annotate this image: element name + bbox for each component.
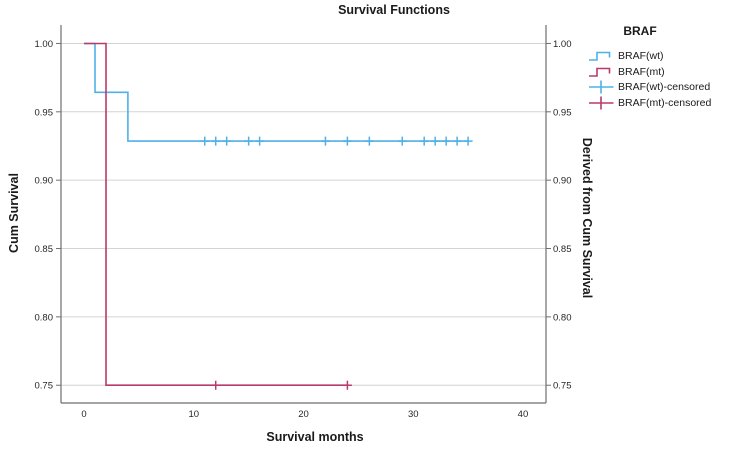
x-tick-label: 30 xyxy=(408,409,419,420)
censor-mark-braf-wt- xyxy=(222,136,232,146)
legend-title: BRAF xyxy=(623,24,657,38)
y-tick-label-right: 0.95 xyxy=(553,107,572,118)
legend-item-braf-mt-: BRAF(mt) xyxy=(588,64,733,80)
y-tick-label-right: 0.80 xyxy=(553,312,572,323)
y-tick-label-right: 0.85 xyxy=(553,244,572,255)
legend-symbol-path xyxy=(589,80,614,94)
censor-mark-braf-wt- xyxy=(441,136,451,146)
legend-label: BRAF(mt) xyxy=(618,65,665,78)
series-line-braf-wt- xyxy=(84,42,469,142)
y-tick-label-left: 0.90 xyxy=(35,176,54,187)
censor-mark-braf-wt- xyxy=(200,136,210,146)
y-tick-label-left: 0.80 xyxy=(35,312,54,323)
y-tick-label-right: 0.75 xyxy=(553,381,572,392)
y-tick-label-left: 1.00 xyxy=(35,39,54,50)
legend-label: BRAF(wt)-censored xyxy=(618,81,711,94)
censor-mark-braf-mt- xyxy=(342,380,352,390)
censor-mark-braf-wt- xyxy=(255,136,265,146)
step-line-icon xyxy=(589,51,611,61)
x-tick-label: 40 xyxy=(518,409,529,420)
censor-mark-braf-wt- xyxy=(452,136,462,146)
censor-mark-braf-wt- xyxy=(211,136,221,146)
censor-mark-braf-mt- xyxy=(211,380,221,390)
censor-mark-braf-wt- xyxy=(463,136,473,146)
y-tick-label-left: 0.75 xyxy=(35,381,54,392)
legend-item-braf-mt-censored: BRAF(mt)-censored xyxy=(588,95,733,111)
legend-symbol-path xyxy=(589,67,611,77)
legend-symbol-path xyxy=(589,96,614,110)
legend-label: BRAF(wt) xyxy=(618,49,664,62)
legend-item-braf-wt-: BRAF(wt) xyxy=(588,48,733,64)
step-line-icon xyxy=(589,67,611,77)
x-axis-title: Survival months xyxy=(266,430,364,444)
y-tick-label-left: 0.85 xyxy=(35,244,54,255)
censor-mark-braf-wt- xyxy=(342,136,352,146)
legend-label: BRAF(mt)-censored xyxy=(618,96,712,109)
x-tick-label: 20 xyxy=(298,409,309,420)
chart-title: Survival Functions xyxy=(338,3,450,17)
y-tick-label-right: 1.00 xyxy=(553,39,572,50)
x-tick-label: 0 xyxy=(81,409,86,420)
censor-mark-braf-wt- xyxy=(397,136,407,146)
censor-mark-braf-wt- xyxy=(419,136,429,146)
y-tick-label-left: 0.95 xyxy=(35,107,54,118)
series-line-braf-mt- xyxy=(84,42,348,386)
censored-plus-icon xyxy=(589,96,614,110)
censor-mark-braf-wt- xyxy=(430,136,440,146)
censor-mark-braf-wt- xyxy=(320,136,330,146)
y-axis-title-right: Derived from Cum Survival xyxy=(580,137,594,299)
censored-plus-icon xyxy=(589,80,614,94)
censor-mark-braf-wt- xyxy=(244,136,254,146)
legend-symbol-path xyxy=(589,51,611,61)
censor-mark-braf-wt- xyxy=(364,136,374,146)
legend-item-braf-wt-censored: BRAF(wt)-censored xyxy=(588,79,733,95)
y-tick-label-right: 0.90 xyxy=(553,176,572,187)
x-tick-label: 10 xyxy=(188,409,199,420)
legend-items: BRAF(wt) BRAF(mt) BRAF(wt)-censored BRAF(mt… xyxy=(588,48,733,111)
legend: BRAF BRAF(wt) BRAF(mt) BRAF(wt)-censored BR… xyxy=(588,24,733,111)
y-axis-title-left: Cum Survival xyxy=(7,173,21,253)
